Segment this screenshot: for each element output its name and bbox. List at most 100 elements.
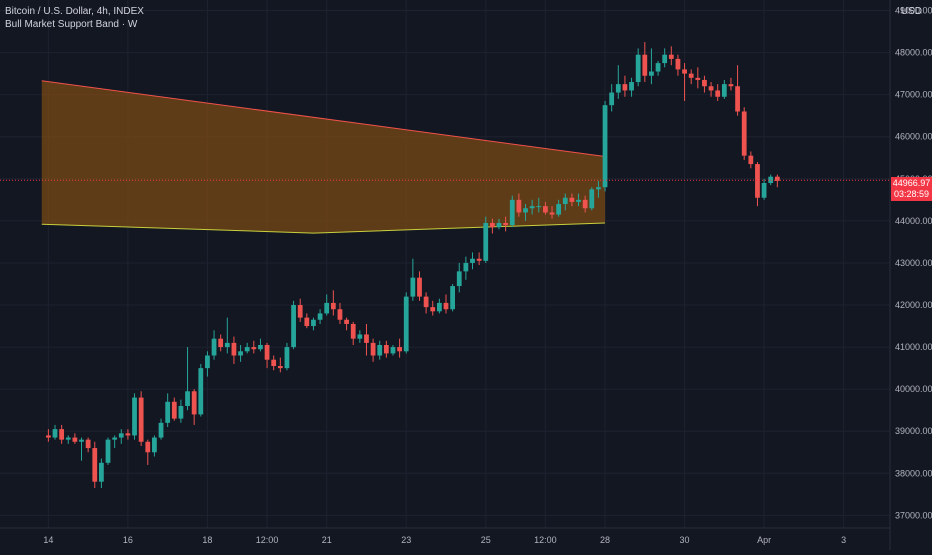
candle bbox=[72, 433, 78, 444]
y-tick-label: 38000.00 bbox=[895, 468, 932, 478]
candle bbox=[317, 309, 323, 324]
candle bbox=[364, 323, 369, 356]
y-tick-label: 44000.00 bbox=[895, 216, 932, 226]
candle-body bbox=[450, 286, 456, 310]
candle bbox=[410, 258, 416, 301]
candle bbox=[224, 317, 230, 354]
candle bbox=[218, 334, 224, 352]
candle bbox=[702, 75, 707, 93]
candle-body bbox=[642, 54, 648, 76]
candle bbox=[171, 397, 177, 421]
candle-body bbox=[436, 302, 442, 312]
candle-body bbox=[132, 397, 137, 436]
candle bbox=[277, 357, 283, 373]
candle-body bbox=[655, 63, 661, 72]
candle bbox=[503, 216, 509, 232]
candle-body bbox=[755, 164, 760, 198]
candle-body bbox=[741, 111, 747, 156]
candle bbox=[708, 82, 714, 97]
candle-body bbox=[549, 212, 555, 215]
candle-body bbox=[609, 92, 615, 106]
candle bbox=[284, 342, 290, 371]
candle bbox=[383, 340, 389, 358]
x-tick-label: 14 bbox=[43, 535, 53, 545]
candle-body bbox=[218, 338, 224, 348]
candle bbox=[523, 204, 528, 221]
time-axis[interactable]: 14 16 18 12:00 21 23 25 12:00 28 30 Apr 3 bbox=[0, 527, 890, 545]
candle-body bbox=[715, 90, 721, 97]
candle bbox=[145, 439, 151, 465]
last-price-value: 44966.97 bbox=[892, 178, 931, 188]
candle-body bbox=[569, 197, 575, 202]
candle bbox=[589, 187, 595, 211]
candle-body bbox=[291, 305, 296, 348]
candle-body bbox=[99, 462, 104, 482]
candle-body bbox=[695, 77, 701, 80]
x-tick-label: 12:00 bbox=[256, 535, 279, 545]
candle bbox=[324, 294, 330, 316]
candle-body bbox=[596, 187, 601, 190]
x-tick-label: 23 bbox=[401, 535, 411, 545]
candle-body bbox=[615, 84, 621, 93]
candle-body bbox=[536, 206, 542, 208]
candle-body bbox=[622, 84, 628, 91]
candle-body bbox=[509, 199, 515, 226]
candle bbox=[682, 63, 687, 101]
candle-body bbox=[145, 441, 151, 453]
price-axis[interactable]: 49000.0048000.0047000.0046000.0045000.00… bbox=[889, 0, 932, 550]
candle bbox=[562, 193, 568, 211]
candle-body bbox=[483, 222, 489, 261]
y-tick-label: 39000.00 bbox=[895, 426, 932, 436]
candle bbox=[291, 300, 296, 350]
candle-body bbox=[105, 439, 111, 463]
candle-body bbox=[112, 437, 118, 440]
candle-body bbox=[171, 401, 177, 419]
candle bbox=[79, 437, 84, 461]
y-tick-label: 49000.00 bbox=[895, 6, 932, 16]
candle bbox=[105, 437, 111, 465]
candle-body bbox=[423, 296, 429, 308]
candle bbox=[264, 342, 270, 369]
candle bbox=[649, 48, 654, 85]
candle bbox=[112, 435, 118, 449]
x-tick-label: 3 bbox=[841, 535, 846, 545]
candle-body bbox=[311, 319, 316, 327]
x-tick-label: 28 bbox=[600, 535, 610, 545]
indicator-legend[interactable]: Bull Market Support Band · W bbox=[5, 19, 138, 30]
candle-body bbox=[377, 344, 383, 356]
x-tick-label: 16 bbox=[123, 535, 133, 545]
candle bbox=[92, 441, 98, 489]
x-tick-label: 21 bbox=[322, 535, 332, 545]
candle-body bbox=[72, 437, 78, 442]
candle-body bbox=[65, 437, 71, 440]
candle bbox=[125, 429, 131, 440]
candle bbox=[304, 313, 310, 329]
grid-lines bbox=[0, 0, 890, 528]
candle-body bbox=[324, 302, 330, 314]
candle bbox=[735, 65, 740, 116]
candle bbox=[536, 197, 542, 213]
candle-body bbox=[350, 323, 356, 339]
candle bbox=[251, 340, 257, 354]
candle bbox=[635, 48, 641, 87]
candle-body bbox=[370, 342, 376, 356]
candle-body bbox=[721, 84, 727, 97]
candle bbox=[423, 292, 429, 314]
candle-body bbox=[688, 73, 694, 78]
candle bbox=[728, 77, 734, 91]
candle bbox=[476, 252, 482, 266]
candle bbox=[748, 151, 754, 169]
candle-body bbox=[417, 277, 422, 297]
candle-body bbox=[443, 302, 449, 310]
band-fill bbox=[41, 80, 606, 234]
candle bbox=[244, 342, 250, 354]
candle-body bbox=[277, 366, 283, 369]
y-tick-label: 40000.00 bbox=[895, 384, 932, 394]
candle-body bbox=[576, 199, 581, 202]
candle-body bbox=[489, 222, 495, 228]
candle bbox=[470, 252, 475, 270]
candle bbox=[516, 193, 522, 217]
candle bbox=[496, 218, 502, 230]
